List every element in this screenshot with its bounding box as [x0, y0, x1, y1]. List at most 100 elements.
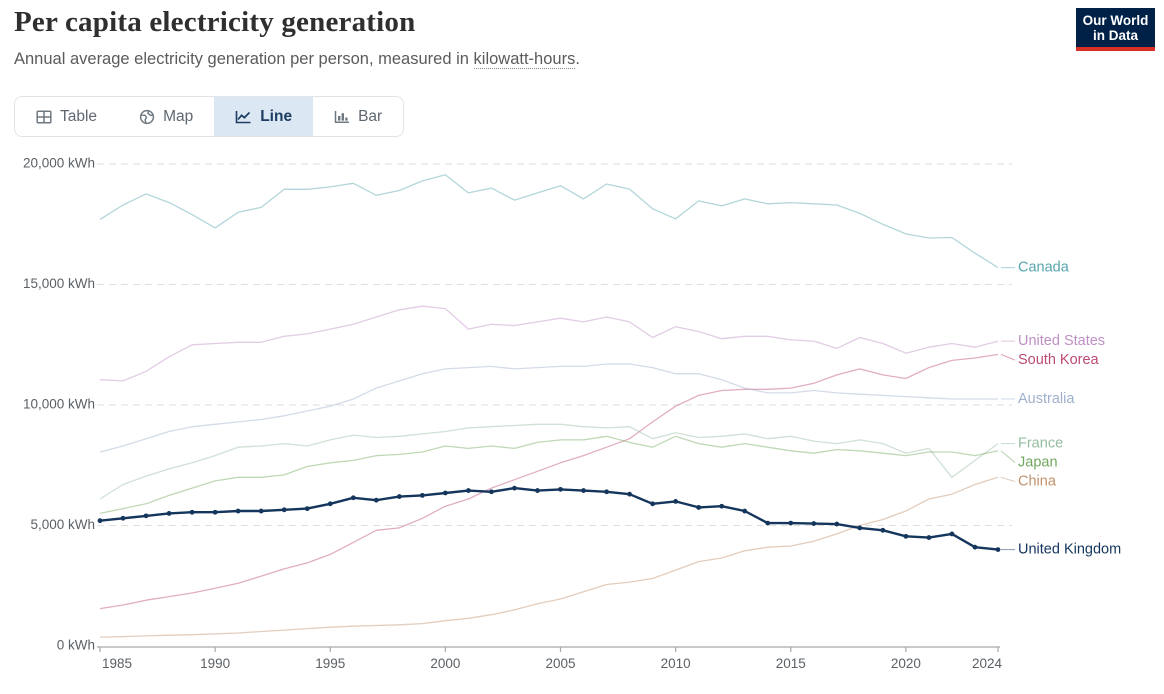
series-line[interactable] [99, 363, 998, 453]
data-point-marker[interactable] [419, 492, 425, 498]
x-axis-tick-label: 2020 [891, 656, 921, 671]
data-point-marker[interactable] [489, 489, 494, 495]
owid-logo-line1: Our World [1082, 13, 1149, 28]
data-point-marker[interactable] [581, 488, 586, 493]
data-point-marker[interactable] [995, 547, 1001, 552]
series-line[interactable] [99, 435, 999, 515]
bar-chart-icon [334, 110, 350, 123]
data-point-marker[interactable] [604, 489, 609, 495]
tab-line[interactable]: Line [214, 97, 314, 136]
series-label-france[interactable]: France [1018, 435, 1063, 451]
series-china[interactable] [99, 476, 999, 638]
kilowatt-hours-term-link[interactable]: kilowatt-hours [473, 50, 576, 69]
series-label-united-kingdom[interactable]: United Kingdom [1018, 541, 1121, 557]
gridlines: 0 kWh 5,000 kWh 10,000 kWh 15,000 kWh 20,000… [23, 156, 1012, 653]
data-point-marker[interactable] [742, 508, 748, 514]
tab-map-label: Map [163, 107, 194, 125]
series-canada[interactable] [99, 174, 999, 269]
y-axis-tick-label: 10,000 kWh [23, 397, 95, 412]
y-axis-tick-label: 0 kWh [57, 638, 95, 653]
tab-line-label: Line [260, 107, 293, 125]
data-point-marker[interactable] [512, 485, 517, 491]
data-point-marker[interactable] [281, 507, 287, 513]
x-axis-tick-label: 2015 [776, 656, 806, 671]
data-point-marker[interactable] [189, 509, 195, 515]
data-point-marker[interactable] [972, 544, 978, 550]
data-point-marker[interactable] [304, 506, 310, 512]
series-line[interactable] [99, 476, 999, 638]
globe-icon [139, 109, 155, 124]
data-point-marker[interactable] [350, 495, 356, 501]
subtitle-period: . [575, 50, 580, 68]
y-axis-tick-label: 20,000 kWh [23, 156, 95, 171]
data-point-marker[interactable] [258, 508, 264, 514]
data-point-marker[interactable] [880, 527, 886, 533]
x-axis-tick-label: 1995 [315, 656, 345, 671]
data-point-marker[interactable] [327, 501, 333, 507]
tab-bar-label: Bar [358, 107, 383, 125]
owid-logo-line2: in Data [1092, 28, 1138, 43]
data-point-marker[interactable] [466, 488, 471, 493]
series-labels: Canada United States South Korea Australia F… [1000, 259, 1121, 557]
x-axis-tick-label: 2000 [430, 656, 460, 671]
data-point-marker[interactable] [834, 521, 840, 527]
data-point-marker[interactable] [143, 513, 149, 519]
series-line[interactable] [99, 353, 999, 610]
x-axis-tick-label: 2005 [545, 656, 575, 671]
series-line[interactable] [99, 174, 999, 269]
line-chart-icon [235, 110, 251, 123]
data-point-marker[interactable] [949, 531, 955, 537]
data-point-marker[interactable] [442, 490, 448, 496]
page-title: Per capita electricity generation [14, 6, 416, 38]
y-axis-tick-label: 5,000 kWh [30, 517, 95, 532]
data-point-marker[interactable] [166, 511, 172, 516]
label-connector [1000, 476, 1016, 483]
data-point-marker[interactable] [788, 520, 794, 526]
x-axis-tick-label: 2024 [972, 656, 1003, 671]
data-point-marker[interactable] [650, 501, 656, 507]
data-point-marker[interactable] [627, 491, 632, 497]
data-point-marker[interactable] [811, 521, 817, 526]
chart-type-tabbar: Table Map Line Bar [14, 96, 405, 137]
table-icon [36, 109, 52, 124]
series-label-canada[interactable]: Canada [1018, 259, 1070, 275]
data-point-marker[interactable] [903, 533, 909, 539]
owid-logo[interactable]: Our World in Data [1076, 8, 1155, 51]
tab-table[interactable]: Table [15, 97, 118, 136]
series-label-china[interactable]: China [1018, 473, 1057, 489]
data-point-marker[interactable] [696, 505, 702, 510]
data-point-marker[interactable] [926, 535, 932, 540]
data-point-marker[interactable] [235, 508, 241, 514]
data-point-marker[interactable] [673, 499, 679, 504]
series-label-united-states[interactable]: United States [1018, 333, 1105, 349]
series-line[interactable] [99, 486, 999, 551]
series-line[interactable] [99, 423, 999, 500]
line-chart: 0 kWh 5,000 kWh 10,000 kWh 15,000 kWh 20,000… [23, 156, 1121, 671]
data-point-marker[interactable] [212, 509, 218, 515]
line-chart-canvas[interactable]: 0 kWh 5,000 kWh 10,000 kWh 15,000 kWh 20,000… [0, 140, 1164, 689]
data-point-marker[interactable] [535, 488, 540, 493]
data-point-marker[interactable] [765, 520, 771, 526]
series-label-japan[interactable]: Japan [1018, 454, 1058, 470]
series-label-south-korea[interactable]: South Korea [1018, 352, 1100, 368]
series-france[interactable] [99, 423, 999, 500]
series-line[interactable] [99, 305, 999, 382]
data-point-marker[interactable] [373, 497, 379, 503]
data-point-marker[interactable] [396, 494, 402, 499]
x-axis: 1985 1990 1995 2000 2005 2010 2015 2020 2024 [97, 646, 1003, 671]
series-united-states[interactable] [99, 305, 999, 382]
data-point-marker[interactable] [97, 518, 103, 524]
data-point-marker[interactable] [558, 486, 563, 492]
series-label-australia[interactable]: Australia [1018, 391, 1075, 407]
data-point-marker[interactable] [857, 525, 863, 531]
tab-table-label: Table [60, 107, 98, 125]
tab-bar[interactable]: Bar [313, 97, 403, 136]
series-united-kingdom[interactable] [97, 485, 1001, 552]
series-south-korea[interactable] [99, 353, 999, 610]
series-japan[interactable] [99, 435, 999, 515]
series-australia[interactable] [99, 363, 998, 453]
data-point-marker[interactable] [719, 503, 725, 509]
data-point-marker[interactable] [120, 515, 126, 521]
tab-map[interactable]: Map [118, 97, 214, 136]
x-axis-tick-label: 1985 [102, 656, 132, 671]
